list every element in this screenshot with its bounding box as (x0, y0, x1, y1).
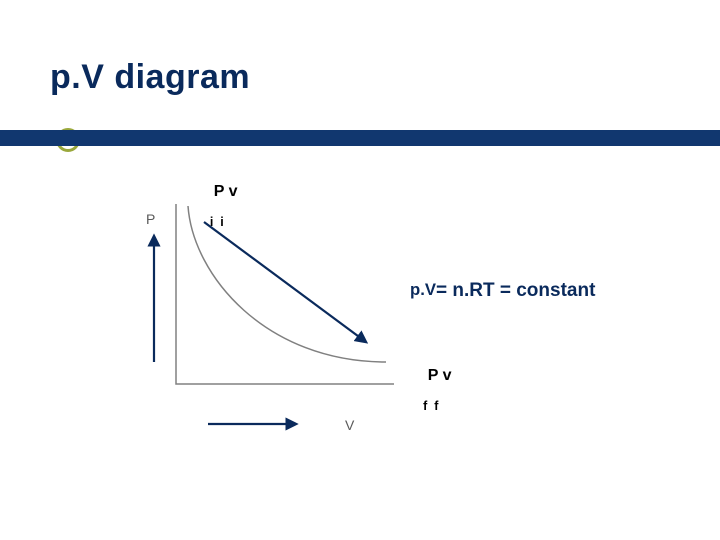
slide-root: p.V diagram PV P v i i P v f f p.V= n.RT… (0, 0, 720, 540)
pv-chart: PV (128, 192, 398, 418)
label-final-point: P v f f (410, 352, 452, 444)
equation-pre: p.V (410, 280, 436, 299)
label-initial-point: P v i i (196, 168, 238, 260)
label-final-line2: f f (410, 400, 452, 412)
label-initial-line1: P v (214, 183, 238, 200)
title-block: p.V diagram (50, 58, 250, 97)
title-underline-bar (0, 130, 720, 146)
svg-text:P: P (146, 211, 155, 227)
svg-text:V: V (345, 417, 355, 433)
equation-text: p.V= n.RT = constant (410, 280, 595, 302)
slide-title: p.V diagram (50, 58, 250, 96)
pv-chart-svg: PV (128, 192, 398, 458)
equation-post: = n.RT = constant (436, 280, 595, 301)
label-final-line1: P v (428, 367, 452, 384)
label-initial-line2: i i (196, 216, 238, 228)
